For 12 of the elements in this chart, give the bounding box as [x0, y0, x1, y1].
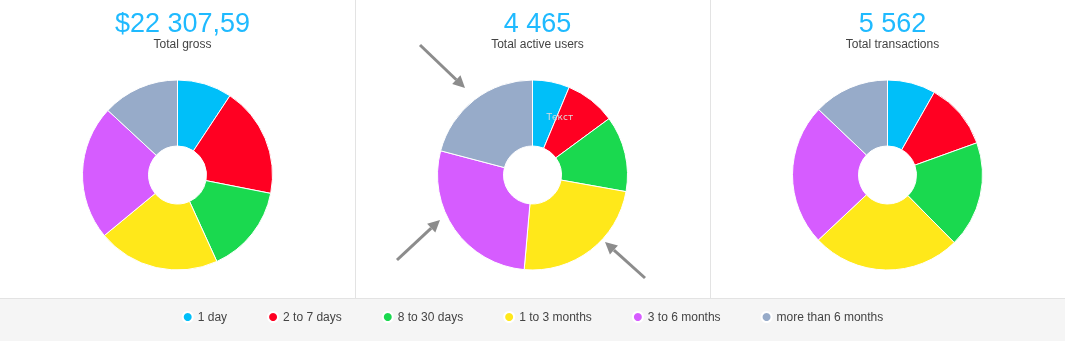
legend-label: 1 to 3 months — [519, 310, 592, 324]
chart-title: $22 307,59 — [114, 7, 251, 38]
chart-subtitle: Total gross — [153, 37, 212, 51]
chart-subtitle: Total transactions — [845, 37, 940, 51]
legend-label: 3 to 6 months — [647, 310, 721, 324]
chart-title: 4 465 — [503, 7, 572, 38]
legend-label: more than 6 months — [776, 310, 884, 324]
legend-label: 2 to 7 days — [283, 310, 342, 324]
chart-subtitle: Total active users — [491, 37, 584, 51]
chart-title: 5 562 — [858, 7, 927, 38]
legend-label: 1 day — [197, 310, 228, 324]
legend-label: 8 to 30 days — [397, 310, 464, 324]
